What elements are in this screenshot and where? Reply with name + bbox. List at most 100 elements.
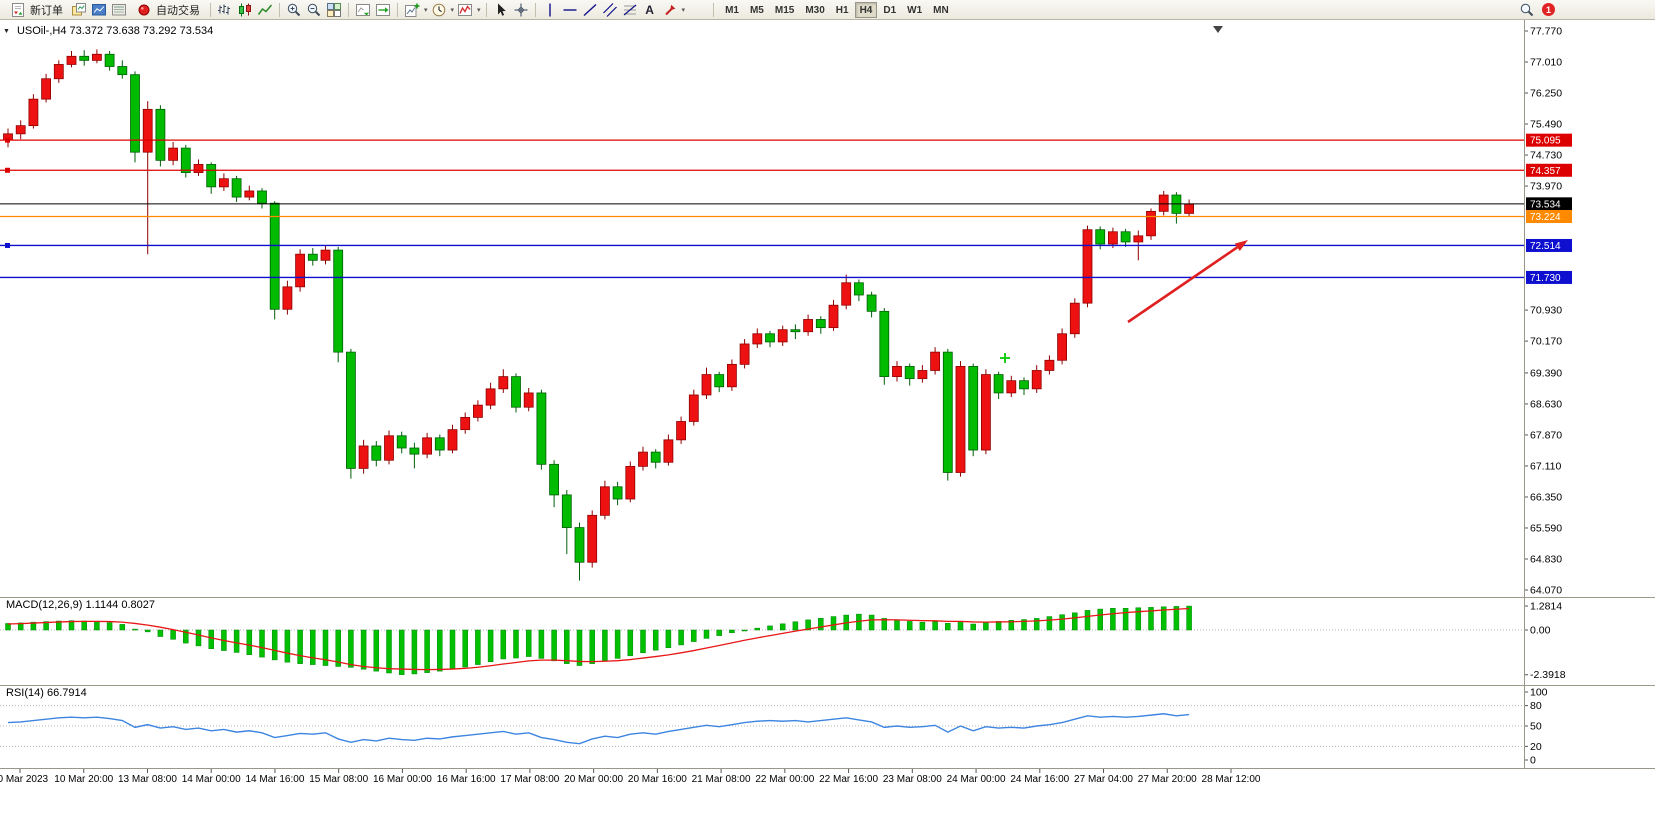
toolbar-separator (348, 2, 349, 17)
svg-text:13 Mar 08:00: 13 Mar 08:00 (118, 774, 177, 785)
svg-text:68.630: 68.630 (1530, 398, 1562, 410)
svg-text:15 Mar 08:00: 15 Mar 08:00 (309, 774, 368, 785)
svg-text:20 Mar 16:00: 20 Mar 16:00 (628, 774, 687, 785)
svg-text:76.250: 76.250 (1530, 88, 1562, 100)
timeframe-button-m5[interactable]: M5 (745, 2, 769, 18)
candles-layer (3, 49, 1194, 581)
dropdown-caret-icon[interactable]: ▾ (477, 6, 481, 14)
svg-text:73.534: 73.534 (1530, 199, 1561, 210)
new-order-button[interactable]: 新订单 (4, 1, 68, 19)
timeframe-button-d1[interactable]: D1 (878, 2, 901, 18)
fibonacci-tool-icon[interactable] (621, 1, 639, 19)
date-axis[interactable]: 10 Mar 2023 10 Mar 20:00 13 Mar 08:00 14 Ma… (0, 769, 1261, 785)
timeframe-toolbar: M1 M5 M15 M30 H1 H4 D1 W1 MN (719, 1, 955, 19)
svg-text:20: 20 (1530, 741, 1542, 753)
svg-text:27 Mar 20:00: 27 Mar 20:00 (1138, 774, 1197, 785)
market-watch-icon[interactable] (90, 1, 108, 19)
svg-text:77.010: 77.010 (1530, 57, 1562, 69)
text-tool-icon[interactable]: A (645, 2, 654, 17)
svg-text:0: 0 (1530, 755, 1536, 767)
chart-title-text: USOil-,H4 73.372 73.638 73.292 73.534 (16, 25, 214, 37)
line-chart-icon[interactable] (256, 1, 274, 19)
timeframe-button-h1[interactable]: H1 (831, 2, 854, 18)
dropdown-caret-icon[interactable]: ▾ (681, 6, 686, 14)
svg-text:24 Mar 00:00: 24 Mar 00:00 (947, 774, 1006, 785)
hlines-layer[interactable] (0, 137, 1524, 279)
cursor-icon[interactable] (492, 1, 510, 19)
timeframe-button-mn[interactable]: MN (928, 2, 954, 18)
svg-text:64.830: 64.830 (1530, 553, 1562, 565)
svg-text:27 Mar 04:00: 27 Mar 04:00 (1074, 774, 1133, 785)
svg-text:23 Mar 08:00: 23 Mar 08:00 (883, 774, 942, 785)
zoom-out-icon[interactable] (305, 1, 323, 19)
timeframe-button-m30[interactable]: M30 (800, 2, 829, 18)
svg-text:67.870: 67.870 (1530, 429, 1562, 441)
svg-text:73.224: 73.224 (1530, 212, 1561, 223)
toolbar-right-group: 1 (1518, 1, 1651, 19)
new-chart-icon[interactable] (403, 1, 421, 19)
svg-text:22 Mar 00:00: 22 Mar 00:00 (755, 774, 814, 785)
period-icon[interactable] (430, 1, 448, 19)
svg-text:14 Mar 00:00: 14 Mar 00:00 (182, 774, 241, 785)
svg-text:65.590: 65.590 (1530, 522, 1562, 534)
charts-cascade-icon[interactable] (70, 1, 88, 19)
svg-text:10 Mar 2023: 10 Mar 2023 (0, 774, 49, 785)
svg-text:16 Mar 00:00: 16 Mar 00:00 (373, 774, 432, 785)
svg-text:22 Mar 16:00: 22 Mar 16:00 (819, 774, 878, 785)
trendline-tool-icon[interactable] (581, 1, 599, 19)
timeframe-button-w1[interactable]: W1 (902, 2, 927, 18)
notification-badge[interactable]: 1 (1542, 3, 1555, 16)
timeframe-button-h4[interactable]: H4 (854, 1, 878, 18)
chart-title: ▼ USOil-,H4 73.372 73.638 73.292 73.534 (3, 25, 213, 37)
annotations-layer[interactable] (1000, 26, 1248, 363)
crosshair-icon[interactable] (512, 1, 530, 19)
svg-text:70.170: 70.170 (1530, 336, 1562, 348)
svg-text:14 Mar 16:00: 14 Mar 16:00 (245, 774, 304, 785)
terminal-icon[interactable] (110, 1, 128, 19)
timeframe-button-m1[interactable]: M1 (720, 2, 744, 18)
svg-text:73.970: 73.970 (1530, 181, 1562, 193)
dropdown-caret-icon[interactable]: ▾ (450, 6, 455, 14)
dropdown-caret-icon[interactable]: ▾ (424, 6, 428, 14)
macd-label: MACD(12,26,9) 1.1144 0.8027 (6, 599, 155, 611)
chart-shift-icon[interactable] (374, 1, 392, 19)
svg-text:10 Mar 20:00: 10 Mar 20:00 (54, 774, 113, 785)
auto-trading-button[interactable]: 自动交易 (130, 1, 205, 19)
macd-panel: 1.2814 0.00 -2.3918 (0, 601, 1566, 681)
expand-triangle-icon[interactable]: ▼ (3, 27, 10, 35)
search-icon[interactable] (1518, 1, 1536, 19)
toolbar-separator (485, 2, 487, 17)
timeframe-button-m15[interactable]: M15 (770, 2, 799, 18)
channel-tool-icon[interactable] (601, 1, 619, 19)
toolbar-separator (210, 2, 211, 17)
arrows-tool-icon[interactable] (661, 1, 679, 19)
svg-text:74.357: 74.357 (1530, 166, 1561, 177)
toolbar-separator (713, 2, 715, 17)
toolbar-separator (534, 2, 536, 17)
trend-arrow-annotation (1127, 246, 1239, 324)
tile-windows-icon[interactable] (325, 1, 343, 19)
svg-text:77.770: 77.770 (1530, 26, 1562, 38)
svg-text:28 Mar 12:00: 28 Mar 12:00 (1202, 774, 1261, 785)
new-order-icon (9, 1, 27, 19)
candlestick-chart-icon[interactable] (236, 1, 254, 19)
bar-chart-icon[interactable] (216, 1, 234, 19)
series-end-marker (1213, 26, 1223, 33)
svg-text:0.00: 0.00 (1530, 625, 1551, 637)
chart-canvas[interactable]: 75.095 74.357 73.534 73.224 72.514 71.730 77.7… (0, 20, 1655, 826)
horizontal-line-tool-icon[interactable] (561, 1, 579, 19)
svg-text:100: 100 (1530, 687, 1548, 699)
price-axis[interactable]: 75.095 74.357 73.534 73.224 72.514 71.730 77.7… (1524, 26, 1572, 597)
zoom-in-icon[interactable] (285, 1, 303, 19)
indicators-icon[interactable] (456, 1, 474, 19)
auto-trading-label: 自动交易 (156, 4, 200, 17)
trend-arrow-head (1234, 240, 1248, 252)
svg-text:24 Mar 16:00: 24 Mar 16:00 (1010, 774, 1069, 785)
new-order-label: 新订单 (30, 4, 63, 17)
svg-text:75.490: 75.490 (1530, 119, 1562, 131)
vertical-line-tool-icon[interactable] (541, 1, 559, 19)
svg-text:75.095: 75.095 (1530, 136, 1561, 147)
svg-text:20 Mar 00:00: 20 Mar 00:00 (564, 774, 623, 785)
auto-scroll-icon[interactable] (354, 1, 372, 19)
